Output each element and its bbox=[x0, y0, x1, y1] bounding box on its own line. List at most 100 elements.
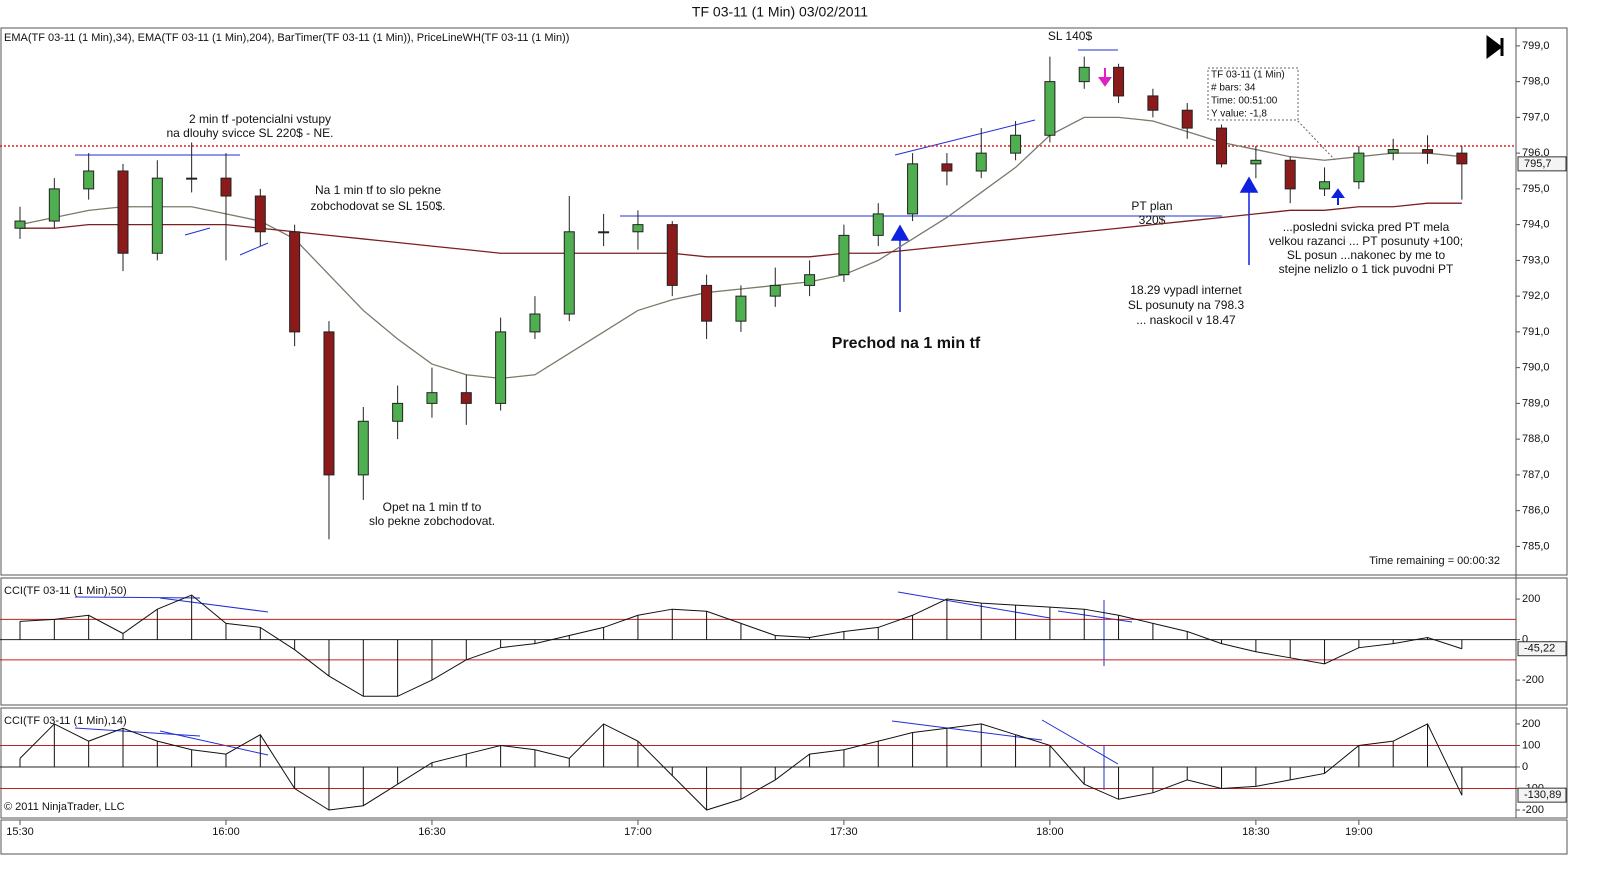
y-tick-label: 796,0 bbox=[1522, 147, 1550, 159]
candle-body bbox=[1387, 149, 1399, 154]
entry-arrow bbox=[1331, 188, 1345, 205]
trend-line bbox=[897, 591, 1051, 619]
y-tick-label: -200 bbox=[1522, 674, 1544, 686]
candle-body bbox=[666, 224, 678, 286]
tooltip-text: # bars: 34 bbox=[1211, 83, 1256, 94]
x-tick-label: 18:00 bbox=[1036, 826, 1064, 838]
annotation: SL posunuty na 798.3 bbox=[1128, 298, 1245, 312]
last-value-label: 795,7 bbox=[1524, 158, 1552, 170]
y-tick-label: 785,0 bbox=[1522, 540, 1550, 552]
y-tick-label: 100 bbox=[1522, 739, 1540, 751]
cci-line bbox=[19, 723, 1463, 811]
candle-body bbox=[1010, 134, 1022, 154]
candle-body bbox=[426, 392, 438, 404]
y-tick-label: 798,0 bbox=[1522, 76, 1550, 88]
y-tick-label: 795,0 bbox=[1522, 183, 1550, 195]
y-tick-label: 797,0 bbox=[1522, 111, 1550, 123]
y-tick-label: 200 bbox=[1522, 593, 1540, 605]
candle-body bbox=[1216, 127, 1228, 165]
panel-title: CCI(TF 03-11 (1 Min),14) bbox=[4, 715, 127, 727]
candle-body bbox=[1284, 159, 1296, 190]
annotation: stejne nelizlo o 1 tick puvodni PT bbox=[1279, 262, 1454, 276]
candle-body bbox=[1181, 109, 1193, 129]
candle-body bbox=[117, 170, 129, 254]
annotation: Na 1 min tf to slo pekne bbox=[315, 183, 441, 197]
candle-body bbox=[323, 331, 335, 476]
y-tick-label: 200 bbox=[1522, 718, 1540, 730]
annotation: slo pekne zobchodovat. bbox=[369, 514, 495, 528]
time-axis bbox=[0, 819, 1568, 855]
last-value-label: -45,22 bbox=[1524, 643, 1555, 655]
trend-line bbox=[184, 227, 211, 236]
candle-body bbox=[1250, 159, 1262, 165]
annotations: 2 min tf -potencialni vstupy na dlouhy s… bbox=[4, 29, 1500, 813]
annotation: zobchodovat se SL 150$. bbox=[311, 199, 446, 213]
annotation: SL 140$ bbox=[1048, 29, 1093, 43]
entry-arrow bbox=[1239, 176, 1259, 265]
trend-line bbox=[74, 727, 201, 737]
candle-body bbox=[941, 163, 953, 172]
candle-body bbox=[769, 284, 781, 297]
y-tick-label: 791,0 bbox=[1522, 326, 1550, 338]
y-tick-label: -200 bbox=[1522, 804, 1544, 816]
candle-body bbox=[1456, 152, 1468, 165]
annotation: ...posledni svicka pred PT mela bbox=[1283, 220, 1450, 234]
candle-body bbox=[632, 224, 644, 233]
trend-line bbox=[1057, 610, 1133, 623]
last-value-marker bbox=[1517, 156, 1567, 172]
candle-body bbox=[151, 177, 163, 254]
candle-body bbox=[563, 231, 575, 315]
candle-body bbox=[83, 170, 95, 190]
candle-body bbox=[701, 284, 713, 322]
copyright: © 2011 NinjaTrader, LLC bbox=[4, 801, 125, 813]
candle-body bbox=[460, 392, 472, 404]
chart-title: TF 03-11 (1 Min) 03/02/2011 bbox=[692, 4, 868, 20]
panel-title: CCI(TF 03-11 (1 Min),50) bbox=[4, 585, 127, 597]
candle-body bbox=[220, 177, 232, 197]
tooltip-text: Y value: -1,8 bbox=[1211, 109, 1267, 120]
x-tick-label: 15:30 bbox=[6, 826, 34, 838]
last-value-label: -130,89 bbox=[1524, 789, 1561, 801]
cci14-panel bbox=[0, 707, 1568, 819]
indicators-label: EMA(TF 03-11 (1 Min),34), EMA(TF 03-11 (… bbox=[4, 32, 569, 44]
trend-line bbox=[74, 596, 201, 599]
y-tick-label: 794,0 bbox=[1522, 219, 1550, 231]
trend-line bbox=[891, 720, 1043, 741]
x-tick-label: 18:30 bbox=[1242, 826, 1270, 838]
play-icon[interactable] bbox=[1486, 35, 1504, 59]
candle-body bbox=[735, 295, 747, 322]
entry-arrow bbox=[890, 224, 910, 312]
annotation: na dlouhy svicce SL 220$ - NE. bbox=[167, 126, 334, 140]
candle-body bbox=[1422, 149, 1434, 154]
candle-body bbox=[907, 163, 919, 215]
candle-body bbox=[254, 195, 266, 233]
price-panel bbox=[0, 27, 1568, 576]
last-value-marker bbox=[1517, 787, 1567, 803]
trend-line bbox=[1041, 719, 1119, 765]
candle-body bbox=[14, 220, 26, 229]
candle-body bbox=[1044, 81, 1056, 136]
trend-line bbox=[159, 730, 269, 756]
x-tick-label: 17:00 bbox=[624, 826, 652, 838]
x-tick-label: 16:30 bbox=[418, 826, 446, 838]
candle-body bbox=[529, 313, 541, 333]
candle-body bbox=[872, 213, 884, 236]
annotation: 2 min tf -potencialni vstupy bbox=[189, 112, 331, 126]
exit-arrow bbox=[1098, 68, 1112, 87]
candle-body bbox=[838, 234, 850, 276]
candle-body bbox=[186, 177, 198, 180]
y-tick-label: 788,0 bbox=[1522, 433, 1550, 445]
last-value-marker bbox=[1517, 641, 1567, 657]
trend-line bbox=[239, 242, 269, 256]
y-tick-label: 790,0 bbox=[1522, 362, 1550, 374]
time-remaining: Time remaining = 00:00:32 bbox=[1369, 555, 1500, 567]
y-tick-label: 792,0 bbox=[1522, 290, 1550, 302]
candle-body bbox=[392, 402, 404, 422]
x-tick-label: 19:00 bbox=[1345, 826, 1373, 838]
annotation: velkou razanci ... PT posunuty +100; bbox=[1269, 234, 1463, 248]
candle-body bbox=[1319, 181, 1331, 190]
y-tick-label: 789,0 bbox=[1522, 397, 1550, 409]
candle-body bbox=[1078, 66, 1090, 83]
candle-body bbox=[1147, 95, 1159, 111]
